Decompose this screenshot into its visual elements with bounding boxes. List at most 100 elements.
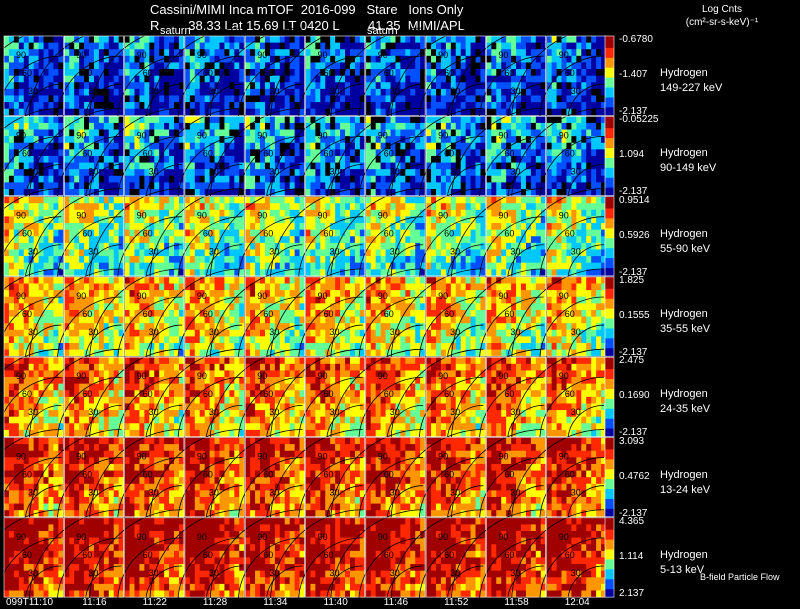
pixel-cell: [269, 229, 276, 237]
pixel-cell: [229, 216, 235, 224]
pixel-cell: [354, 36, 361, 44]
pixel-cell: [144, 42, 150, 50]
pixel-cell: [320, 136, 326, 144]
pixel-cell: [43, 229, 49, 237]
pixel-cell: [53, 316, 59, 324]
pixel-cell: [335, 236, 341, 244]
contour-label: 30: [330, 86, 340, 96]
pixel-cell: [470, 209, 476, 217]
pixel-cell: [38, 36, 44, 44]
pixel-cell: [23, 42, 30, 50]
pixel-cell: [23, 203, 30, 211]
pixel-cell: [591, 269, 597, 277]
pixel-cell: [98, 283, 105, 291]
pixel-cell: [546, 49, 553, 57]
pixel-cell: [475, 203, 481, 211]
pixel-cell: [486, 196, 492, 204]
pixel-cell: [219, 236, 225, 244]
pixel-cell: [445, 136, 452, 144]
pixel-cell: [431, 129, 437, 137]
pixel-cell: [4, 262, 10, 270]
pixel-cell: [320, 142, 326, 150]
pixel-cell: [89, 229, 95, 237]
pixel-cell: [315, 216, 321, 224]
pixel-cell: [546, 196, 553, 204]
pixel-cell: [480, 116, 486, 124]
pixel-cell: [93, 69, 100, 77]
pixel-cell: [581, 116, 587, 124]
pixel-cell: [445, 269, 452, 277]
colorbar-step: [605, 246, 614, 249]
pixel-cell: [420, 155, 426, 163]
pixel-cell: [69, 136, 75, 144]
pixel-cell: [48, 269, 54, 277]
pixel-cell: [395, 249, 401, 257]
pixel-cell: [174, 155, 180, 163]
colorbar-step: [605, 202, 614, 206]
pixel-cell: [134, 129, 140, 137]
pixel-cell: [43, 36, 49, 44]
pixel-cell: [496, 42, 502, 50]
pixel-cell: [385, 108, 391, 116]
pixel-cell: [13, 223, 20, 231]
pixel-cell: [305, 249, 311, 257]
pixel-cell: [506, 95, 512, 103]
pixel-cell: [475, 55, 481, 63]
pixel-cell: [390, 216, 396, 224]
pixel-cell: [325, 256, 331, 264]
pixel-cell: [480, 49, 486, 57]
pixel-cell: [269, 75, 276, 83]
pixel-cell: [43, 309, 49, 317]
pixel-cell: [455, 69, 462, 77]
pixel-cell: [209, 108, 215, 116]
colorbar-step: [605, 200, 614, 204]
pixel-cell: [89, 142, 95, 150]
pixel-cell: [501, 188, 507, 196]
pixel-cell: [426, 256, 432, 264]
pixel-cell: [395, 42, 401, 50]
pixel-cell: [370, 175, 377, 183]
pixel-cell: [284, 136, 291, 144]
pixel-cell: [229, 196, 235, 204]
pixel-cell: [375, 49, 382, 57]
contour-label: 60: [384, 148, 394, 158]
pixel-cell: [164, 242, 170, 250]
contour-label: 90: [559, 211, 569, 221]
pixel-cell: [445, 249, 452, 257]
pixel-cell: [89, 122, 95, 130]
pixel-cell: [516, 236, 522, 244]
pixel-cell: [4, 276, 10, 284]
pixel-cell: [33, 316, 39, 324]
pixel-cell: [169, 95, 175, 103]
pixel-cell: [58, 349, 64, 357]
contour-line: [0, 268, 62, 293]
pixel-cell: [48, 188, 54, 196]
pixel-cell: [219, 75, 225, 83]
pixel-cell: [335, 36, 341, 44]
pixel-cell: [586, 209, 592, 217]
pixel-cell: [159, 175, 165, 183]
pixel-cell: [530, 116, 537, 124]
pixel-cell: [103, 296, 110, 304]
pixel-cell: [154, 229, 160, 237]
contour-label: 90: [559, 130, 569, 140]
pixel-cell: [103, 269, 110, 277]
pixel-cell: [320, 155, 326, 163]
pixel-cell: [108, 196, 115, 204]
pixel-cell: [365, 262, 372, 270]
pixel-cell: [561, 55, 567, 63]
pixel-cell: [310, 209, 316, 217]
pixel-cell: [53, 149, 59, 157]
pixel-cell: [28, 108, 35, 116]
colorbar-step: [605, 254, 614, 257]
pixel-cell: [4, 62, 10, 70]
pixel-cell: [214, 116, 220, 124]
pixel-cell: [154, 62, 160, 70]
pixel-cell: [546, 69, 553, 77]
pixel-cell: [470, 269, 476, 277]
pixel-cell: [540, 209, 547, 217]
pixel-cell: [455, 116, 462, 124]
pixel-cell: [540, 82, 547, 90]
